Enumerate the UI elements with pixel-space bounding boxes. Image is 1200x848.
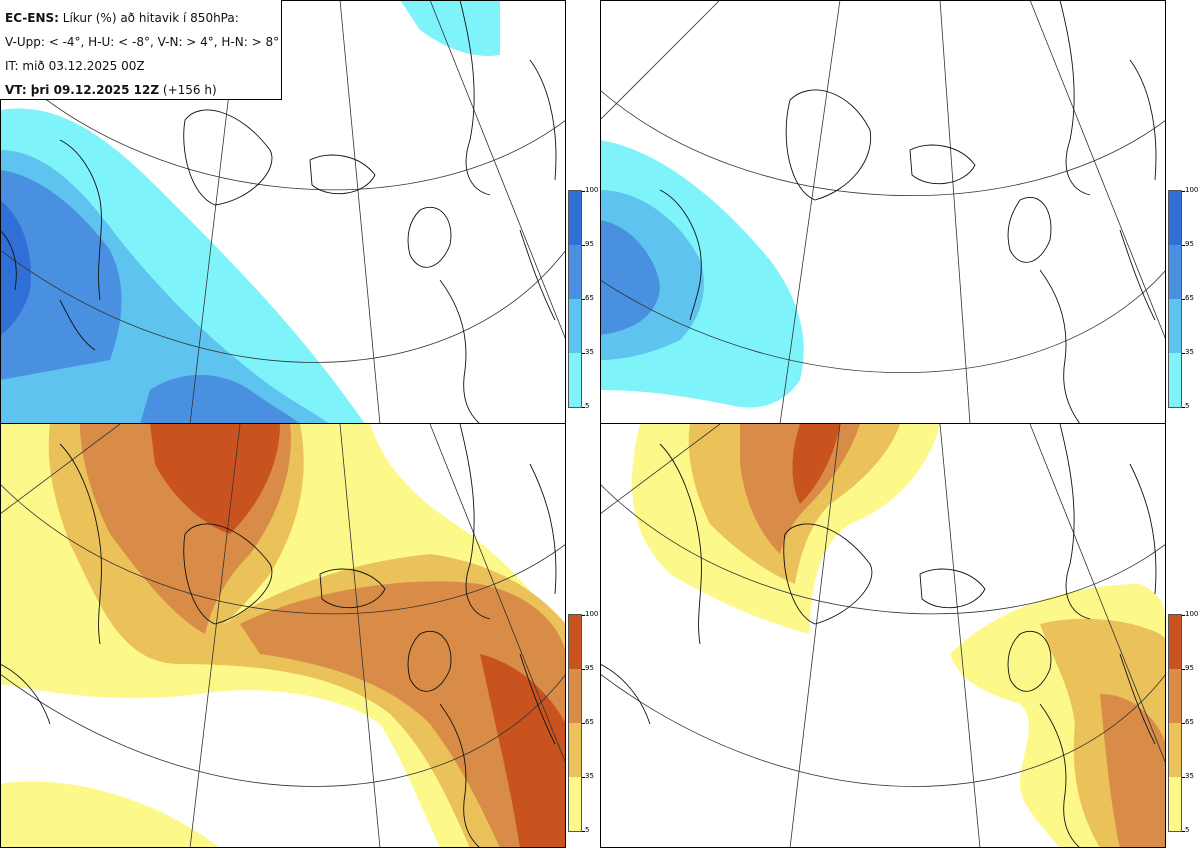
colorbar-tick-mark	[1182, 299, 1185, 300]
colorbar-tick-label: 100	[585, 186, 599, 194]
graticule	[600, 0, 1166, 424]
colorbar-segment	[569, 777, 581, 831]
coastlines	[0, 424, 557, 848]
legend-valid-time: VT: þri 09.12.2025 12Z	[5, 83, 160, 97]
colorbar-tick-label: 95	[585, 240, 594, 248]
legend-thresholds: V-Upp: < -4°, H-U: < -8°, V-N: > 4°, H-N…	[5, 35, 280, 49]
coastlines	[0, 0, 557, 424]
prob-area-65-east	[240, 581, 566, 848]
prob-area-95-east	[480, 654, 566, 848]
colorbar-tick-mark	[582, 615, 585, 616]
colorbar-segment	[569, 245, 581, 299]
colorbar-tick-label: 35	[1185, 772, 1194, 780]
map-panel-warm-8	[600, 424, 1166, 848]
colorbar-tick-mark	[1182, 245, 1185, 246]
colorbar-tick-mark	[582, 245, 585, 246]
graticule	[600, 424, 1166, 848]
graticule	[0, 424, 566, 848]
prob-area-5-south	[0, 781, 220, 848]
colorbar-tick-mark	[1182, 353, 1185, 354]
colorbar-tick-mark	[582, 191, 585, 192]
colorbar-tick-label: 35	[1185, 348, 1194, 356]
prob-area-65	[0, 170, 122, 380]
colorbar-segment	[569, 615, 581, 669]
coastlines	[600, 424, 1157, 848]
colorbar-warm-left	[568, 614, 582, 832]
colorbar-segment	[1169, 669, 1181, 723]
colorbar-cold-left	[568, 190, 582, 408]
coastlines	[659, 0, 1157, 424]
map-cold-minus8	[600, 0, 1166, 424]
prob-area-95	[0, 200, 31, 335]
legend-init-time: IT: mið 03.12.2025 00Z	[5, 59, 145, 73]
colorbar-tick-mark	[582, 669, 585, 670]
colorbar-segment	[569, 299, 581, 353]
map-legend: EC-ENS: Líkur (%) að hitavik í 850hPa: V…	[0, 0, 282, 100]
colorbar-tick-mark	[582, 353, 585, 354]
colorbar-tick-label: 95	[1185, 664, 1194, 672]
colorbar-tick-label: 100	[1185, 186, 1199, 194]
colorbar-tick-mark	[582, 723, 585, 724]
prob-area-95	[792, 424, 840, 504]
map-panel-cold-minus8	[600, 0, 1166, 424]
colorbar-segment	[569, 669, 581, 723]
colorbar-tick-label: 5	[585, 402, 590, 410]
colorbar-tick-label: 35	[585, 772, 594, 780]
map-warm-4	[0, 424, 566, 848]
prob-area-65-south	[140, 375, 300, 424]
colorbar-tick-mark	[1182, 723, 1185, 724]
legend-lead-time: (+156 h)	[162, 83, 217, 97]
colorbar-segment	[1169, 777, 1181, 831]
colorbar-tick-label: 65	[585, 294, 594, 302]
colorbar-tick-mark	[1182, 831, 1185, 832]
legend-model: EC-ENS:	[5, 11, 59, 25]
map-cold-minus4	[0, 0, 566, 424]
colorbar-tick-mark	[1182, 669, 1185, 670]
colorbar-cold-right	[1168, 190, 1182, 408]
prob-area-5-north	[400, 0, 500, 56]
colorbar-warm-right	[1168, 614, 1182, 832]
colorbar-segment	[1169, 299, 1181, 353]
colorbar-segment	[569, 353, 581, 407]
colorbar-tick-mark	[1182, 407, 1185, 408]
colorbar-segment	[1169, 245, 1181, 299]
colorbar-segment	[569, 191, 581, 245]
legend-title: Líkur (%) að hitavik í 850hPa:	[62, 11, 239, 25]
colorbar-segment	[1169, 353, 1181, 407]
colorbar-tick-mark	[1182, 191, 1185, 192]
colorbar-tick-label: 5	[1185, 402, 1190, 410]
colorbar-tick-mark	[582, 407, 585, 408]
colorbar-tick-label: 95	[1185, 240, 1194, 248]
colorbar-tick-label: 95	[585, 664, 594, 672]
colorbar-tick-mark	[582, 299, 585, 300]
colorbar-segment	[1169, 615, 1181, 669]
colorbar-tick-label: 5	[585, 826, 590, 834]
colorbar-tick-label: 65	[585, 718, 594, 726]
colorbar-tick-mark	[582, 831, 585, 832]
map-warm-8	[600, 424, 1166, 848]
map-panel-warm-4	[0, 424, 566, 848]
colorbar-segment	[1169, 191, 1181, 245]
colorbar-tick-label: 100	[1185, 610, 1199, 618]
colorbar-tick-mark	[1182, 777, 1185, 778]
colorbar-tick-mark	[582, 777, 585, 778]
prob-area-95	[150, 424, 280, 534]
colorbar-tick-label: 65	[1185, 294, 1194, 302]
colorbar-tick-label: 5	[1185, 826, 1190, 834]
colorbar-segment	[569, 723, 581, 777]
colorbar-segment	[1169, 723, 1181, 777]
colorbar-tick-label: 100	[585, 610, 599, 618]
colorbar-tick-mark	[1182, 615, 1185, 616]
colorbar-tick-label: 65	[1185, 718, 1194, 726]
colorbar-tick-label: 35	[585, 348, 594, 356]
map-panel-cold-minus4: EC-ENS: Líkur (%) að hitavik í 850hPa: V…	[0, 0, 566, 424]
